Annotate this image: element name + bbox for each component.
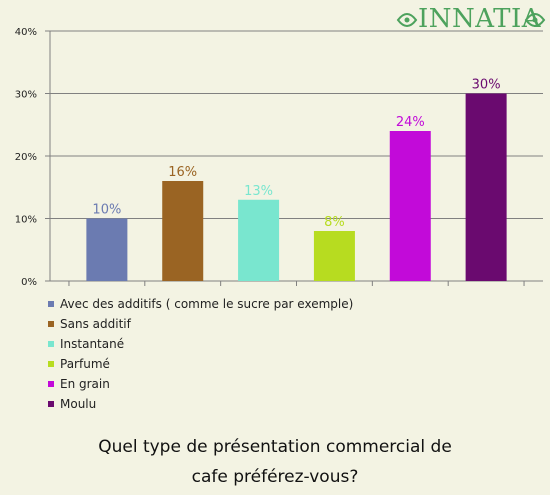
legend-swatch [48,361,54,367]
y-tick-label: 40% [15,27,37,38]
legend-swatch [48,321,54,327]
bar [162,181,204,281]
legend-label: Moulu [60,397,97,411]
bar-value-label: 16% [168,165,197,180]
legend-swatch [48,381,54,387]
legend-item: Sans additif [48,314,353,334]
bar-value-label: 30% [472,78,501,93]
bar-value-label: 24% [396,115,425,130]
y-tick-label: 10% [15,215,37,226]
innatia-logo: INNATIA [396,2,546,38]
legend-item: Instantané [48,334,353,354]
legend-swatch [48,341,54,347]
chart-legend: Avec des additifs ( comme le sucre par e… [48,294,353,414]
logo-leaf-ornament [396,13,546,27]
legend-label: Avec des additifs ( comme le sucre par e… [60,297,354,311]
bar-value-label: 13% [244,184,273,199]
bar-chart: 0% 10% 20% 30% 40% 10% 16% 13% 8% 24% 30% [15,27,543,288]
legend-item: En grain [48,374,353,394]
y-tick-label: 20% [15,152,37,163]
legend-item: Avec des additifs ( comme le sucre par e… [48,294,353,314]
legend-label: Instantané [60,337,125,351]
caption-line-1: Quel type de présentation commercial de [98,437,452,457]
bar-value-label: 10% [92,203,121,218]
legend-item: Moulu [48,394,353,414]
caption-line-2: cafe préférez-vous? [191,467,359,487]
legend-label: En grain [60,377,110,391]
legend-swatch [48,401,54,407]
logo-text: INNATIA [418,4,542,34]
legend-item: Parfumé [48,354,353,374]
y-tick-label: 0% [21,277,37,288]
bar [86,218,128,281]
bar [465,93,507,281]
chart-caption: Quel type de présentation commercial de … [0,432,550,492]
bar [238,199,280,281]
legend-label: Parfumé [60,357,110,371]
bar [313,231,355,281]
legend-label: Sans additif [60,317,131,331]
y-tick-label: 30% [15,90,37,101]
bar [389,131,431,281]
bar-value-label: 8% [324,215,345,230]
legend-swatch [48,301,54,307]
